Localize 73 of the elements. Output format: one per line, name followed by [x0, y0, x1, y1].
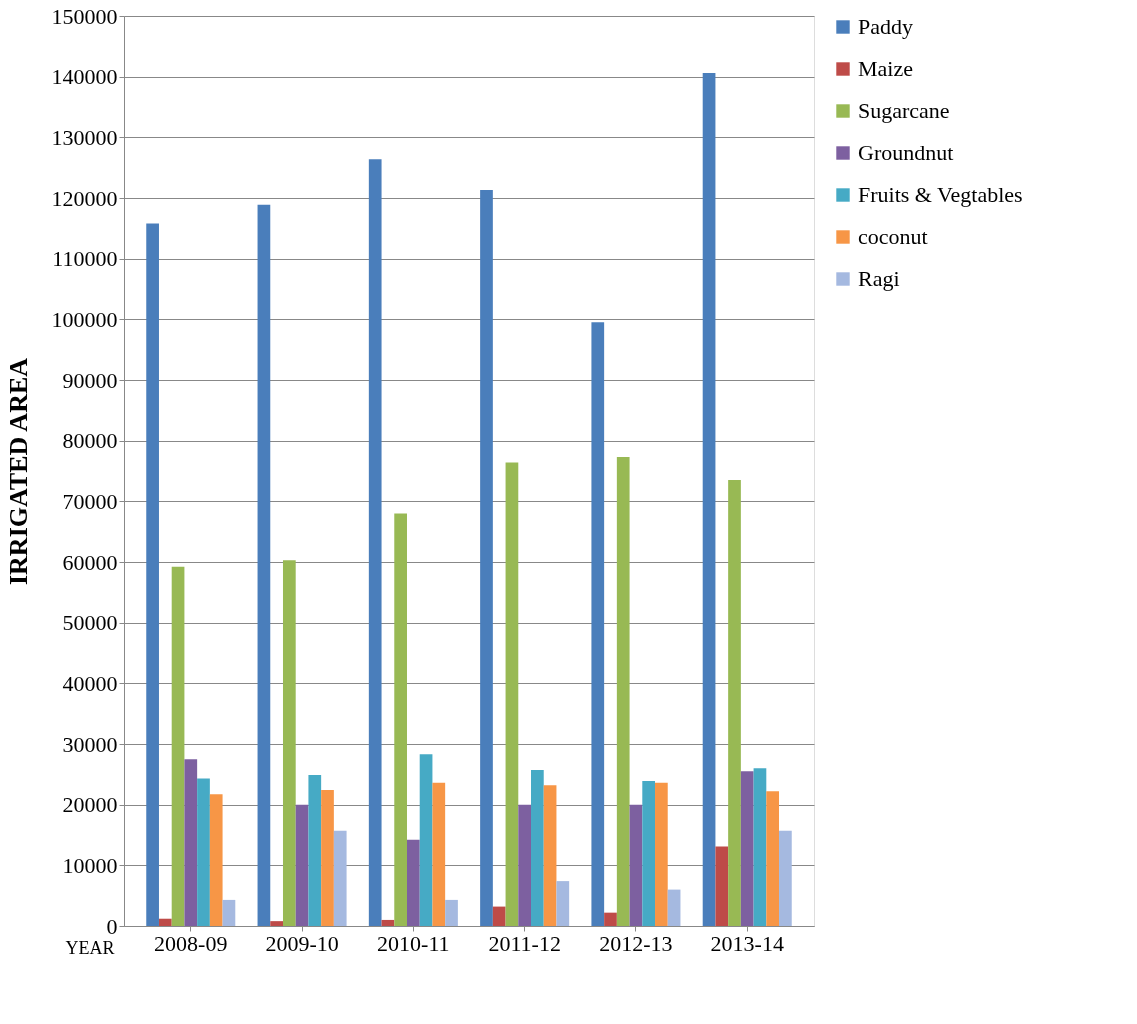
y-tick-label: 40000 [62, 670, 118, 696]
bar [381, 919, 395, 926]
bar [257, 204, 271, 926]
y-tick-label: 140000 [51, 64, 118, 90]
bar [419, 754, 433, 926]
bar [655, 782, 668, 926]
legend-label: Fruits & Vegtables [858, 182, 1023, 207]
bar [702, 73, 716, 926]
bar [604, 912, 617, 926]
bar [556, 881, 570, 926]
bar [295, 804, 309, 926]
bar [321, 790, 334, 926]
legend-label: Sugarcane [858, 98, 950, 123]
bar [531, 770, 544, 926]
y-tick-label: 70000 [62, 488, 118, 514]
bar [222, 899, 236, 926]
y-tick-label: 80000 [62, 428, 118, 454]
y-axis-title: IRRIGATED AREA [3, 357, 33, 586]
y-tick-label: 0 [106, 913, 118, 939]
bar [308, 774, 322, 926]
x-tick-label: 2008-09 [154, 930, 228, 956]
bar [518, 804, 531, 926]
legend-label: Paddy [858, 14, 913, 39]
y-tick-label: 110000 [52, 246, 118, 272]
x-tick-label: 2009-10 [265, 930, 339, 956]
bar [629, 804, 643, 926]
bar [209, 794, 223, 926]
y-tick-label: 10000 [62, 852, 118, 878]
bar [642, 781, 656, 926]
bar [197, 778, 210, 926]
y-tick-label: 90000 [62, 367, 118, 393]
bar [779, 830, 792, 926]
y-tick-label: 60000 [62, 549, 118, 575]
legend-label: Groundnut [858, 140, 954, 165]
bar [432, 782, 446, 926]
bar [368, 159, 382, 926]
x-axis-title: YEAR [65, 937, 115, 958]
bar [492, 906, 506, 926]
bar [445, 899, 458, 926]
bar [505, 462, 519, 926]
bar [146, 223, 159, 926]
x-tick-label: 2013-14 [710, 930, 784, 956]
bar [407, 839, 420, 926]
x-tick-label: 2011-12 [488, 930, 561, 956]
bar [753, 768, 767, 926]
y-tick-label: 50000 [62, 610, 118, 636]
bar [543, 785, 557, 926]
bar [480, 190, 493, 926]
bar [158, 918, 172, 926]
x-tick-label: 2010-11 [377, 930, 450, 956]
bar [184, 759, 198, 926]
legend-label: Ragi [858, 266, 900, 291]
bar [766, 791, 780, 926]
y-tick-label: 100000 [51, 306, 118, 332]
bar [667, 889, 681, 926]
y-tick-label: 150000 [51, 3, 118, 29]
y-tick-label: 20000 [62, 792, 118, 818]
legend-label: coconut [858, 224, 928, 249]
legend-label: Maize [858, 56, 913, 81]
bar [394, 513, 407, 926]
x-tick-label: 2012-13 [599, 930, 673, 956]
bar [591, 322, 605, 926]
bar [715, 846, 729, 926]
bar [616, 457, 630, 926]
y-tick-label: 120000 [51, 185, 118, 211]
bar [740, 771, 754, 926]
bar [728, 480, 741, 926]
y-tick-label: 130000 [51, 124, 118, 150]
y-tick-label: 30000 [62, 731, 118, 757]
bar [171, 566, 185, 926]
bar [282, 560, 296, 926]
bar [270, 921, 283, 926]
bar [333, 830, 347, 926]
